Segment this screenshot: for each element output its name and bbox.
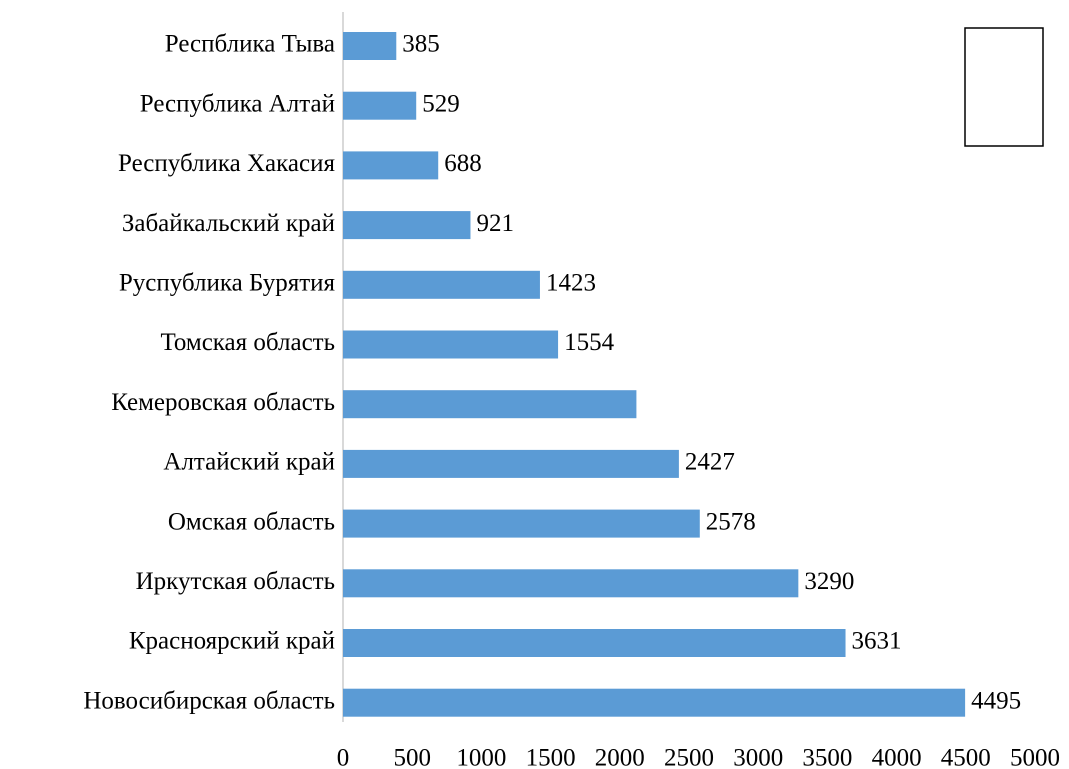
y-tick-label: Республика Хакасия (118, 150, 335, 177)
x-tick-label: 0 (337, 745, 350, 769)
bar (343, 449, 679, 478)
x-tick-label: 4000 (872, 745, 922, 769)
data-label: 1554 (564, 329, 615, 356)
x-tick-label: 4500 (941, 745, 991, 769)
bar (343, 270, 540, 299)
x-tick-label: 5000 (1010, 745, 1060, 769)
x-tick-label: 3500 (802, 745, 852, 769)
bar (343, 688, 966, 717)
x-tick-label: 1000 (456, 745, 506, 769)
bar (343, 390, 637, 419)
y-tick-label: Томская область (160, 329, 335, 356)
x-tick-label: 500 (393, 745, 431, 769)
data-label: 3631 (852, 628, 902, 655)
data-label: 921 (476, 210, 514, 237)
y-tick-label: Иркутская область (136, 568, 335, 595)
data-label: 688 (444, 150, 482, 177)
x-tick-label: 1500 (526, 745, 576, 769)
y-tick-label: Кемеровская область (111, 389, 335, 416)
y-tick-label: Омская область (168, 508, 335, 535)
bar (343, 330, 559, 359)
bar (343, 91, 417, 120)
data-label: 1423 (546, 270, 596, 297)
y-tick-label: Забайкальский край (122, 210, 335, 237)
y-tick-label: Красноярский край (129, 628, 335, 655)
bar (343, 32, 397, 60)
y-tick-label: Республика Алтай (140, 90, 335, 117)
data-label: 2427 (685, 449, 735, 476)
bar (343, 569, 799, 598)
bar (343, 151, 439, 180)
data-label: 385 (402, 31, 440, 58)
x-tick-label: 2000 (595, 745, 645, 769)
bar (343, 509, 700, 538)
x-tick-label: 2500 (664, 745, 714, 769)
data-label: 529 (422, 90, 460, 117)
y-tick-label: Новосибирская область (83, 687, 335, 714)
x-tick-label: 3000 (733, 745, 783, 769)
bar (343, 211, 471, 240)
data-label: 3290 (804, 568, 854, 595)
legend-box (964, 27, 1044, 147)
bar (343, 629, 846, 657)
y-tick-label: Респблика Тыва (165, 31, 335, 58)
data-label: 4495 (971, 687, 1021, 714)
y-tick-label: Алтайский край (163, 449, 335, 476)
y-tick-label: Руспублика Бурятия (119, 270, 336, 297)
data-label: 2578 (706, 508, 756, 535)
